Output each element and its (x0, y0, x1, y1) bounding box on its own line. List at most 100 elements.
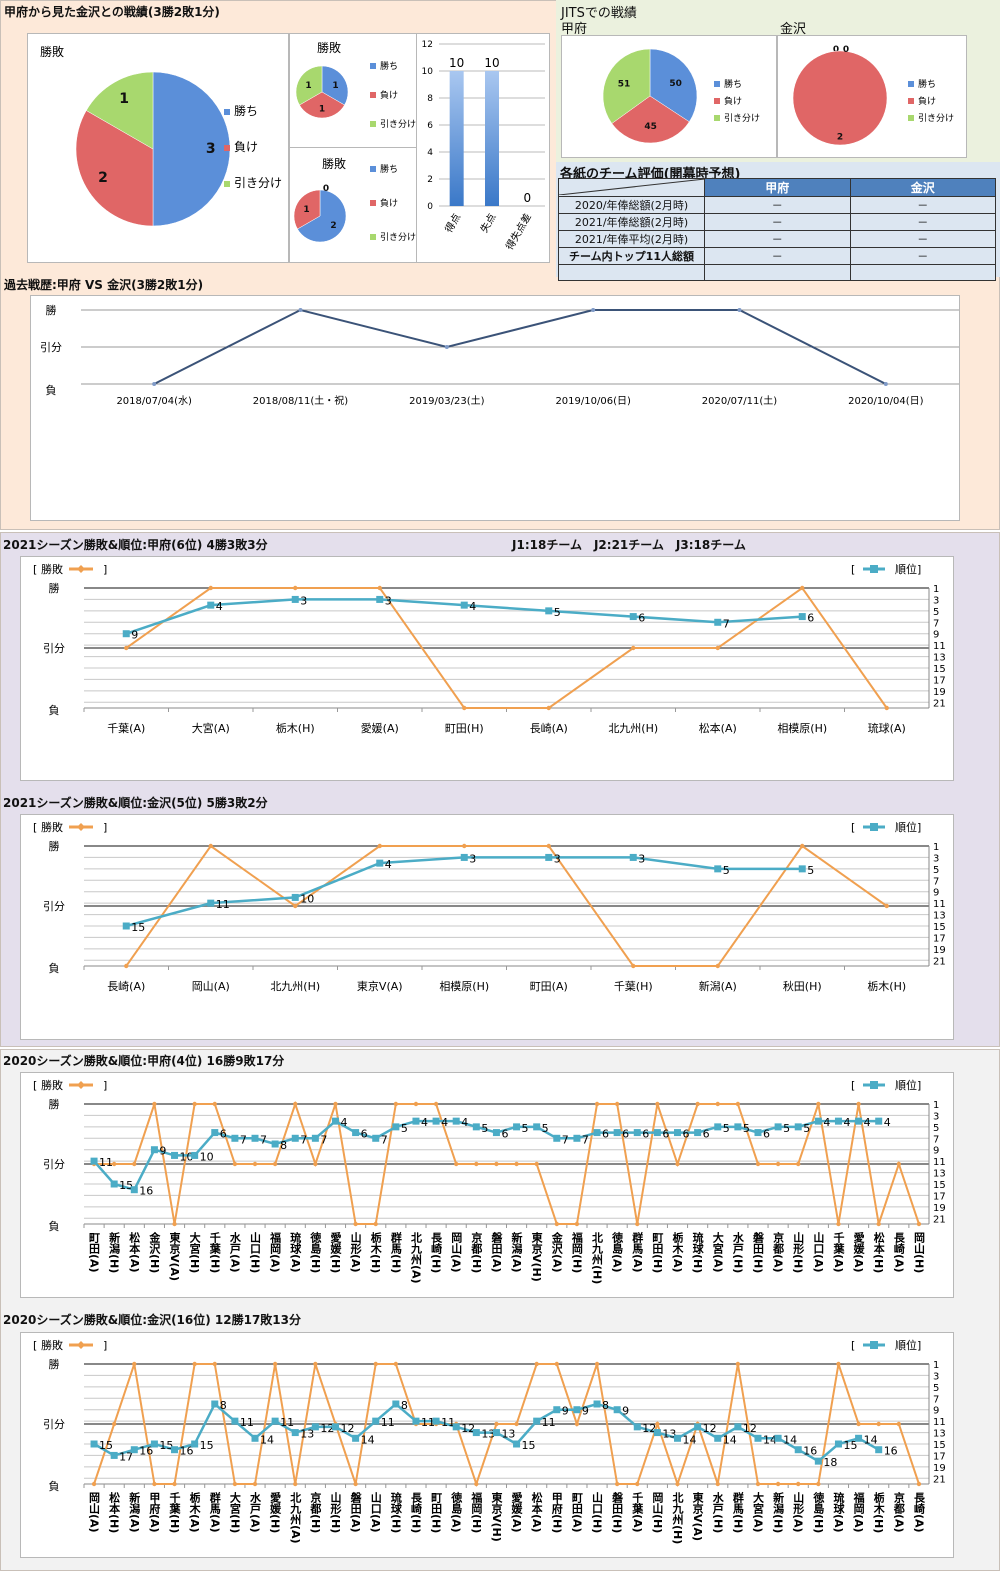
x-tick-label: 大宮(A) (192, 721, 230, 735)
wl-point (111, 1421, 117, 1427)
rank-data-label: 7 (562, 1133, 569, 1146)
x-tick-label: 北九州(A) (289, 1491, 303, 1544)
rank-point (291, 1134, 299, 1142)
jit-title: JITSでの戦績 (561, 6, 637, 21)
rank-data-label: 11 (280, 1416, 294, 1429)
x-tick-label: 長崎(A) (892, 1232, 905, 1273)
right-tick-label: 13 (933, 911, 946, 922)
pie-data-label: 2 (837, 133, 843, 143)
x-tick-label: 町田(A) (570, 1492, 583, 1533)
history-point (737, 308, 742, 312)
rank-data-label: 4 (884, 1116, 891, 1129)
left-tick-label: 勝 (49, 839, 60, 853)
x-tick-label: 岡山(A) (192, 980, 230, 993)
wl-point (554, 1361, 559, 1367)
rank-data-label: 7 (381, 1133, 388, 1146)
x-tick-label: 愛媛(A) (510, 1491, 524, 1533)
x-tick-label: 得失点差 (503, 211, 534, 252)
right-tick-label: 3 (933, 1111, 939, 1122)
rank-point (130, 1186, 138, 1194)
x-tick-label: 岡山(H) (651, 1492, 664, 1534)
y-tick-label: 2 (427, 175, 433, 185)
x-tick-label: 2020/10/04(日) (848, 396, 924, 407)
diagonal-line (559, 179, 705, 195)
x-tick-label: 徳島(A) (611, 1231, 625, 1273)
rank-data-label: 15 (200, 1439, 214, 1452)
rank-data-label: 7 (240, 1133, 247, 1146)
x-tick-label: 磐田(A) (349, 1491, 362, 1533)
history-point (591, 308, 596, 312)
rank-point (674, 1434, 682, 1442)
x-tick-label: 水戸(H) (711, 1491, 724, 1534)
pie-data-label: 1 (319, 105, 325, 115)
rank-point (593, 1400, 601, 1408)
legend-label: 勝ち (918, 78, 936, 90)
x-tick-label: 山口(H) (591, 1491, 604, 1534)
legend-rank-marker (870, 823, 878, 831)
rank-data-label: 4 (843, 1116, 850, 1129)
wl-point (474, 1161, 479, 1167)
right-tick-label: 17 (933, 933, 946, 944)
wl-point (614, 1101, 620, 1107)
wl-point (800, 843, 805, 849)
rank-data-label: 11 (542, 1416, 556, 1429)
rank-data-label: 14 (763, 1433, 777, 1446)
rank-point (90, 1157, 98, 1165)
rank-point (653, 1129, 661, 1137)
rank-point (794, 1123, 802, 1131)
rank-point (798, 613, 806, 621)
pie-slice-- (297, 189, 347, 243)
legend-label: 引き分け (724, 113, 760, 124)
x-tick-label: 京都(A) (892, 1491, 906, 1533)
left-tick-label: 勝 (49, 1097, 60, 1111)
rank-data-label: 13 (662, 1428, 676, 1441)
legend-label: 負け (918, 95, 936, 107)
wl-point (353, 1481, 358, 1487)
wl-point (293, 585, 298, 591)
eval-row-label (558, 264, 705, 281)
rank-data-label: 9 (159, 1145, 166, 1158)
x-tick-label: 町田(H) (430, 1492, 443, 1534)
rank-data-label: 6 (807, 612, 814, 625)
wl-point (232, 1161, 238, 1167)
wl-series-line (93, 1363, 920, 1488)
rank-data-label: 4 (823, 1116, 830, 1129)
legend-swatch-- (370, 234, 376, 240)
rank-data-label: 11 (216, 898, 230, 911)
wl-point (836, 1361, 841, 1367)
x-tick-label: 2019/03/23(土) (409, 394, 485, 407)
wl-point (333, 1101, 338, 1107)
wl-point (252, 1161, 258, 1167)
right-tick-label: 9 (933, 888, 939, 899)
x-tick-label: 山形(H) (329, 1491, 342, 1534)
rank-data-label: 7 (260, 1133, 267, 1146)
x-tick-label: 琉球(A) (868, 721, 906, 735)
wl-point (232, 1481, 238, 1487)
right-tick-label: 5 (933, 607, 939, 618)
bar-data-label: 10 (449, 56, 464, 70)
x-tick-label: 金沢(H) (148, 1231, 162, 1274)
pie-slice-- (792, 50, 888, 146)
rank-point (271, 1140, 279, 1148)
wl-point (373, 1221, 378, 1227)
rank-point (613, 1406, 621, 1414)
rank-point (412, 1117, 420, 1125)
rank-data-label: 15 (119, 1179, 133, 1192)
x-tick-label: 東京V(A) (691, 1491, 704, 1541)
jit-kofu-label: 甲府 (561, 22, 588, 37)
rank-data-label: 15 (522, 1439, 536, 1452)
pie-slice-- (321, 65, 349, 106)
x-tick-label: 長崎(H) (430, 1232, 443, 1274)
rank-data-label: 5 (743, 1122, 750, 1135)
x-tick-label: 琉球(A) (289, 1231, 302, 1273)
rank-data-label: 13 (501, 1428, 515, 1441)
rank-data-label: 9 (622, 1405, 629, 1418)
wl-point (916, 1481, 922, 1487)
wl-point (132, 1361, 137, 1367)
wl-point (546, 843, 551, 849)
wl-point (377, 585, 382, 591)
x-tick-label: 群馬(A) (208, 1491, 222, 1533)
